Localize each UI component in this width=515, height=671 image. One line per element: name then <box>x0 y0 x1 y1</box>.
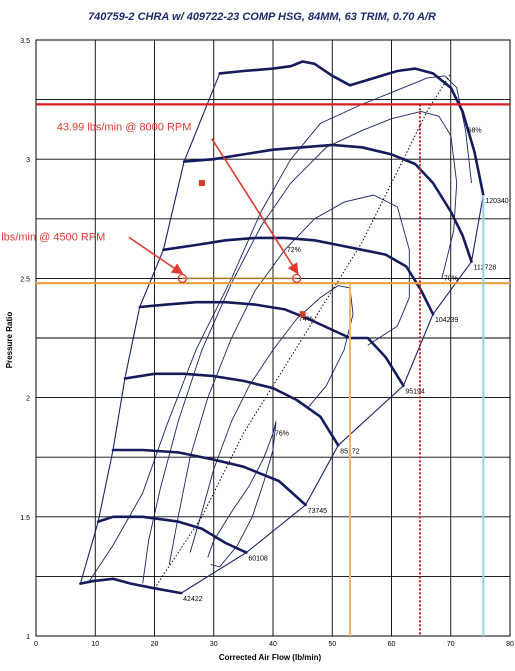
x-tick-label: 50 <box>328 641 336 648</box>
annotation-arrow <box>128 236 184 275</box>
speed-line-label: 73745 <box>308 508 328 515</box>
x-tick-label: 0 <box>34 641 38 648</box>
efficiency-label: 76% <box>275 430 289 437</box>
annotation-text: 24.7 lbs/min @ 4500 RPM <box>0 231 105 243</box>
speed-line <box>123 372 340 447</box>
x-tick-label: 40 <box>269 641 277 648</box>
speed-line-label: 42422 <box>183 596 203 603</box>
speed-line <box>218 60 485 197</box>
speed-line-label: 60108 <box>248 556 268 563</box>
x-tick-label: 10 <box>91 641 99 648</box>
speed-line-label: 120340 <box>485 198 508 205</box>
y-tick-label: 3.5 <box>20 38 30 45</box>
x-tick-label: 70 <box>447 641 455 648</box>
annotation-text: 43.99 lbs/min @ 8000 RPM <box>57 122 192 134</box>
x-tick-label: 80 <box>506 641 514 648</box>
efficiency-islands <box>88 75 472 584</box>
x-tick-label: 30 <box>210 641 218 648</box>
boundary-line <box>180 194 484 594</box>
speed-line <box>182 143 473 263</box>
efficiency-island <box>168 194 410 565</box>
y-tick-label: 2.5 <box>20 276 30 283</box>
efficiency-label: 74% <box>299 316 313 323</box>
chart-title: 740759-2 CHRA w/ 409722-23 COMP HSG, 84M… <box>88 11 436 23</box>
operating-line-path <box>154 73 452 589</box>
data-point <box>198 180 205 187</box>
efficiency-label: 70% <box>444 275 458 282</box>
y-tick-label: 1 <box>26 634 30 641</box>
x-tick-label: 60 <box>388 641 396 648</box>
y-axis-label: Pressure Ratio <box>5 312 14 369</box>
efficiency-island <box>189 285 354 553</box>
speed-line <box>111 448 307 507</box>
data-point <box>299 311 306 318</box>
annotation-arrow <box>211 138 299 275</box>
speed-line <box>138 300 405 387</box>
operating-line <box>154 73 452 589</box>
speed-line-label: 95194 <box>405 389 425 396</box>
speed-line <box>162 236 435 316</box>
efficiency-island <box>88 75 472 582</box>
boundary-line <box>79 73 221 584</box>
x-tick-label: 20 <box>151 641 159 648</box>
tick-labels: 0 10 20 30 40 50 60 70 80 1 1.5 2 2.5 3 3.5 <box>20 38 514 648</box>
y-tick-label: 1.5 <box>20 515 30 522</box>
markers <box>36 103 510 636</box>
speed-line <box>79 577 183 595</box>
efficiency-label: 68% <box>468 128 482 135</box>
speed-line-label: 112728 <box>473 265 496 272</box>
speed-line-label: 104239 <box>435 317 458 324</box>
efficiency-island <box>207 421 277 568</box>
x-axis-label: Corrected Air Flow (lb/min) <box>219 653 322 662</box>
efficiency-island <box>142 111 458 584</box>
hollow-marker <box>177 273 187 284</box>
speed-lines: 4242260108737458517295194104239112728120… <box>79 60 509 603</box>
annotations: 43.99 lbs/min @ 8000 RPM 24.7 lbs/min @ 4… <box>0 122 302 284</box>
surge-choke-lines <box>79 73 484 594</box>
efficiency-label: 72% <box>287 247 301 254</box>
speed-line <box>96 515 248 554</box>
y-tick-label: 3 <box>26 157 30 164</box>
y-tick-label: 2 <box>26 396 30 403</box>
